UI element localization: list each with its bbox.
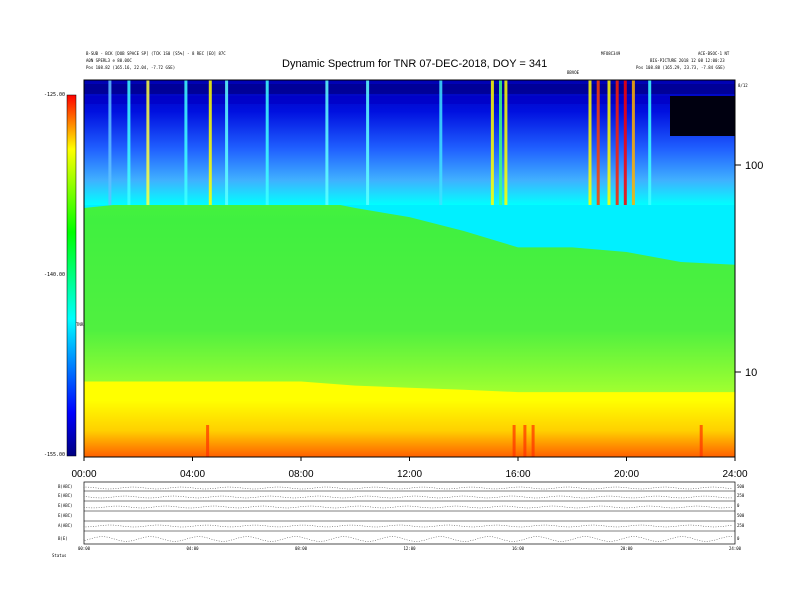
burst-streaks: [108, 80, 703, 457]
lower-x-tick-label: 00:00: [78, 546, 91, 551]
burst-streak: [490, 80, 494, 205]
lower-row-scale: 250: [737, 523, 745, 528]
lower-x-tick-label: 24:00: [729, 546, 742, 551]
lower-x-tick-label: 16:00: [512, 546, 525, 551]
lower-row-scale: 0: [737, 503, 740, 508]
lower-panel-frame: [83, 481, 736, 545]
lower-x-tick-label: 20:00: [620, 546, 633, 551]
x-tick-label: 24:00: [722, 469, 747, 480]
event-tag: BBVOE: [567, 70, 580, 75]
burst-streak: [648, 80, 652, 205]
colorbar-label-bottom: -155.00: [44, 452, 66, 458]
colorbar-unit: TNR: [76, 322, 84, 327]
low-freq-burst: [699, 425, 703, 457]
header-left-line2: A0N SPERL3 e 80.0OC: [86, 58, 132, 63]
header-right-line1: ACE-BSOC-1 NT: [698, 51, 730, 56]
header-left-line1: B-SUB - BCK [DOB SPACE SP] (TCK 1S0 [S5%…: [86, 51, 226, 56]
spectrogram: [84, 80, 735, 457]
lower-trace: [83, 486, 733, 490]
x-tick-label: 16:00: [505, 469, 530, 480]
lower-x-axis: 00:00 04:00 08:00 12:00 16:00 20:00 24:00: [78, 546, 742, 551]
burst-streak: [499, 80, 502, 205]
header-right-line4: Pos 108.88 (165.29, 23.73, -7.84 GSE): [636, 65, 726, 70]
lower-row-scale: 500: [737, 484, 745, 489]
burst-streak: [504, 80, 508, 205]
dark-band-top: [84, 84, 735, 94]
burst-streak: [631, 80, 635, 205]
black-patch: [670, 96, 735, 136]
lower-row-label: B(E): [58, 536, 68, 541]
burst-streak: [607, 80, 611, 205]
burst-streak: [225, 80, 229, 205]
burst-streak: [127, 80, 131, 205]
header-left-line3: Pos 108.82 (165.16, 22.04, -7.72 GSE): [86, 65, 176, 70]
header-right-line3: BIG-PICTURE 2018 12 08 12:00:23: [650, 58, 725, 63]
colorbar: [66, 94, 77, 457]
low-freq-burst: [531, 425, 535, 457]
x-tick-label: 04:00: [180, 469, 205, 480]
burst-streak: [623, 80, 627, 205]
y-tick-label: 10: [745, 367, 757, 379]
x-tick-label: 00:00: [71, 469, 96, 480]
burst-streak: [108, 80, 112, 205]
x-axis: 00:00 04:00 08:00 12:00 16:00 20:00 24:00: [71, 457, 748, 480]
lower-row-label: E(ABC): [58, 493, 72, 498]
lower-x-tick-label: 04:00: [186, 546, 199, 551]
colorbar-label-mid: -140.00: [44, 272, 66, 278]
lower-panel: B(ABC) 500 E(ABC) 250 E(ABC) 0 E(ABC) 500 A(ABC)…: [52, 481, 745, 558]
status-label: Status: [52, 553, 67, 558]
chart-title: Dynamic Spectrum for TNR 07-DEC-2018, DO…: [282, 58, 548, 70]
lower-row-scale: 250: [737, 493, 745, 498]
lower-row-labels: B(ABC) 500 E(ABC) 250 E(ABC) 0 E(ABC) 500 A(ABC)…: [52, 484, 745, 558]
corner-tag: 8/12: [738, 83, 748, 88]
low-freq-burst: [206, 425, 210, 457]
burst-streak: [208, 80, 212, 205]
burst-streak: [615, 80, 619, 205]
burst-streak: [146, 80, 150, 205]
lower-trace: [83, 505, 733, 509]
lower-row-label: B(ABC): [58, 484, 72, 489]
low-freq-burst: [523, 425, 527, 457]
burst-streak: [366, 80, 370, 205]
dark-band-2: [84, 96, 735, 104]
burst-streak: [325, 80, 329, 205]
lower-trace: [83, 524, 733, 528]
lower-row-scale: 0: [737, 536, 740, 541]
lower-row-label: E(ABC): [58, 503, 72, 508]
lower-row-scale: 500: [737, 513, 745, 518]
lower-x-tick-label: 08:00: [295, 546, 308, 551]
y-axis: 100 10: [735, 160, 763, 379]
x-tick-label: 20:00: [614, 469, 639, 480]
burst-streak: [184, 80, 188, 205]
low-freq-burst: [512, 425, 516, 457]
x-tick-label: 12:00: [397, 469, 422, 480]
burst-streak: [588, 80, 592, 205]
lower-x-tick-label: 12:00: [403, 546, 416, 551]
y-tick-label: 100: [745, 160, 763, 172]
header-middle-tag: MFO8C349: [601, 51, 621, 56]
lower-row-label: E(ABC): [58, 513, 72, 518]
burst-streak: [596, 80, 600, 205]
x-tick-label: 08:00: [288, 469, 313, 480]
lower-traces: [83, 486, 733, 542]
lower-trace: [83, 536, 733, 542]
burst-streak: [265, 80, 269, 205]
lower-trace: [83, 495, 732, 499]
colorbar-label-top: -125.00: [44, 92, 66, 98]
lower-row-label: A(ABC): [58, 523, 72, 528]
burst-streak: [439, 80, 443, 205]
